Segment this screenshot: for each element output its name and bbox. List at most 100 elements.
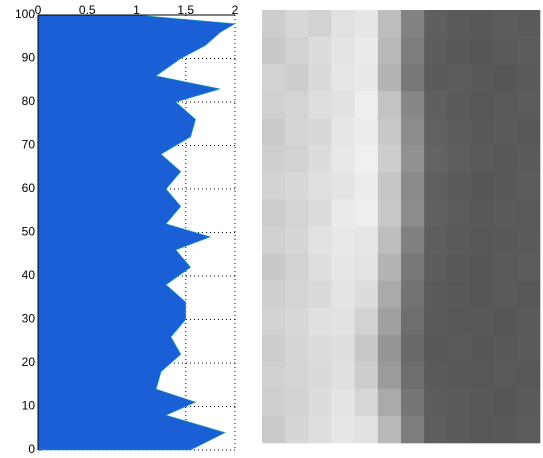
pixel — [377, 145, 402, 173]
pixel — [331, 253, 355, 281]
pixel — [424, 334, 448, 363]
pixel — [447, 280, 471, 308]
pixel — [377, 91, 402, 119]
pixel — [493, 64, 518, 92]
x-tick-label: 1.5 — [177, 3, 194, 17]
area — [37, 14, 236, 451]
pixel — [285, 37, 309, 65]
pixel — [424, 10, 448, 38]
pixel — [331, 91, 355, 119]
pixel — [377, 226, 402, 254]
pixel — [470, 64, 494, 92]
pixel — [262, 37, 286, 65]
pixel — [331, 361, 355, 390]
pixel — [354, 226, 379, 254]
pixel — [377, 199, 402, 227]
pixel — [493, 199, 518, 227]
pixel — [354, 388, 379, 417]
pixel — [354, 37, 379, 65]
pixel — [424, 415, 448, 444]
pixel — [262, 334, 286, 363]
pixel — [424, 253, 448, 281]
x-tick-label: 2 — [232, 3, 239, 17]
pixel — [470, 226, 494, 254]
pixel — [331, 10, 355, 38]
pixel — [493, 37, 518, 65]
pixel — [354, 145, 379, 173]
pixel — [516, 307, 541, 336]
pixel — [262, 307, 286, 336]
pixel — [354, 415, 379, 444]
pixel — [516, 64, 541, 92]
pixel — [308, 307, 332, 336]
pixel — [516, 37, 541, 65]
pixel — [331, 145, 355, 173]
pixel — [285, 172, 309, 200]
pixel — [262, 253, 286, 281]
pixel — [516, 361, 541, 390]
pixel — [470, 361, 494, 390]
pixel — [377, 64, 402, 92]
y-tick-label: 20 — [22, 355, 36, 369]
pixel — [308, 253, 332, 281]
pixel — [447, 334, 471, 363]
pixel — [308, 145, 332, 173]
pixel — [447, 118, 471, 146]
pixel — [401, 172, 425, 200]
pixel — [285, 199, 309, 227]
pixel — [470, 334, 494, 363]
pixel — [470, 307, 494, 336]
pixel — [401, 91, 425, 119]
pixel — [493, 361, 518, 390]
pixel — [354, 253, 379, 281]
pixel — [377, 307, 402, 336]
pixel — [262, 172, 286, 200]
pixel — [447, 37, 471, 65]
pixel — [470, 199, 494, 227]
pixel — [424, 226, 448, 254]
pixel — [377, 334, 402, 363]
pixel — [285, 280, 309, 308]
pixel — [447, 145, 471, 173]
y-tick-label: 100 — [15, 7, 35, 21]
pixel — [401, 118, 425, 146]
pixel — [308, 118, 332, 146]
pixel — [424, 172, 448, 200]
pixel — [331, 280, 355, 308]
pixel — [262, 64, 286, 92]
pixel — [285, 253, 309, 281]
pixel — [401, 415, 425, 444]
pixel — [493, 253, 518, 281]
pixel — [377, 388, 402, 417]
pixel — [401, 10, 425, 38]
pixel — [447, 388, 471, 417]
pixel — [285, 145, 309, 173]
y-tick-label: 60 — [22, 181, 36, 195]
pixel — [516, 334, 541, 363]
pixel — [447, 172, 471, 200]
pixel — [262, 199, 286, 227]
pixel — [447, 199, 471, 227]
pixel — [308, 226, 332, 254]
pixel — [401, 145, 425, 173]
pixel — [308, 415, 332, 444]
pixel — [424, 145, 448, 173]
pixel — [516, 145, 541, 173]
pixel — [331, 172, 355, 200]
pixel — [424, 280, 448, 308]
pixel — [470, 415, 494, 444]
pixel — [377, 280, 402, 308]
pixel — [262, 361, 286, 390]
pixel — [493, 145, 518, 173]
pixel — [331, 226, 355, 254]
pixel — [493, 307, 518, 336]
pixel — [424, 64, 448, 92]
pixel — [493, 118, 518, 146]
pixel — [308, 199, 332, 227]
pixel — [470, 388, 494, 417]
y-tick-label: 0 — [28, 442, 35, 456]
pixel — [401, 388, 425, 417]
pixel — [354, 199, 379, 227]
pixel — [354, 334, 379, 363]
